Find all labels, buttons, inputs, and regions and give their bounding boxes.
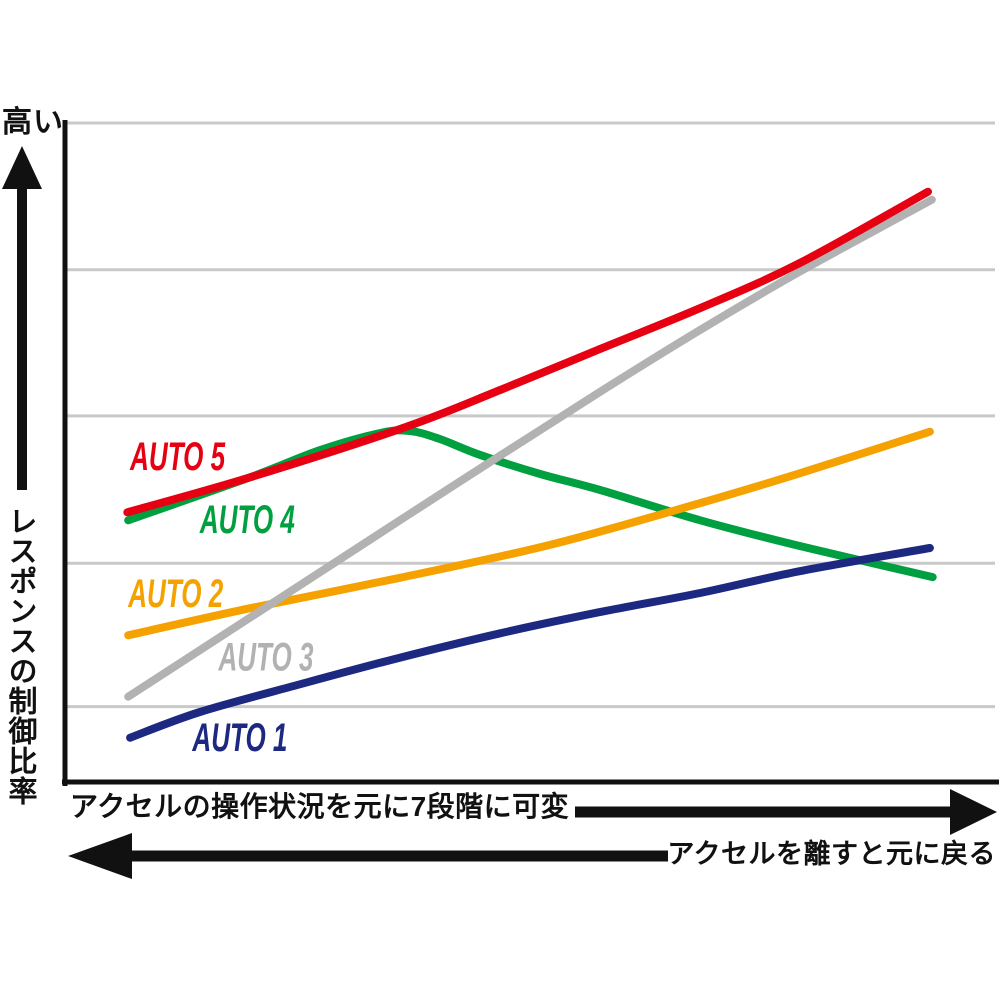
series-labels: AUTO 4 AUTO 2 AUTO 3 AUTO 1 AUTO 5	[128, 435, 314, 760]
series-line-auto-1	[126, 544, 934, 742]
up-arrow	[2, 146, 42, 490]
right-arrow	[575, 789, 997, 835]
series-lines	[123, 187, 937, 742]
x-axis-annotation-variable: アクセルの操作状況を元に7段階に可変	[70, 791, 570, 822]
series-label-auto-5: AUTO 5	[129, 435, 225, 479]
series-label-auto-2: AUTO 2	[128, 572, 224, 616]
series-label-auto-4: AUTO 4	[199, 498, 295, 542]
x-axis-annotation-return: アクセルを離すと元に戻る	[667, 839, 996, 869]
series-line-auto-2	[124, 427, 934, 640]
series-label-auto-1: AUTO 1	[192, 716, 288, 760]
y-axis-title: レスポンスの制御比率	[4, 506, 36, 806]
series-line-auto-3	[124, 195, 936, 701]
y-axis-high-label: 高い	[2, 106, 64, 139]
left-arrow	[68, 833, 668, 879]
series-label-auto-3: AUTO 3	[218, 635, 314, 679]
series-line-auto-5	[123, 187, 932, 517]
